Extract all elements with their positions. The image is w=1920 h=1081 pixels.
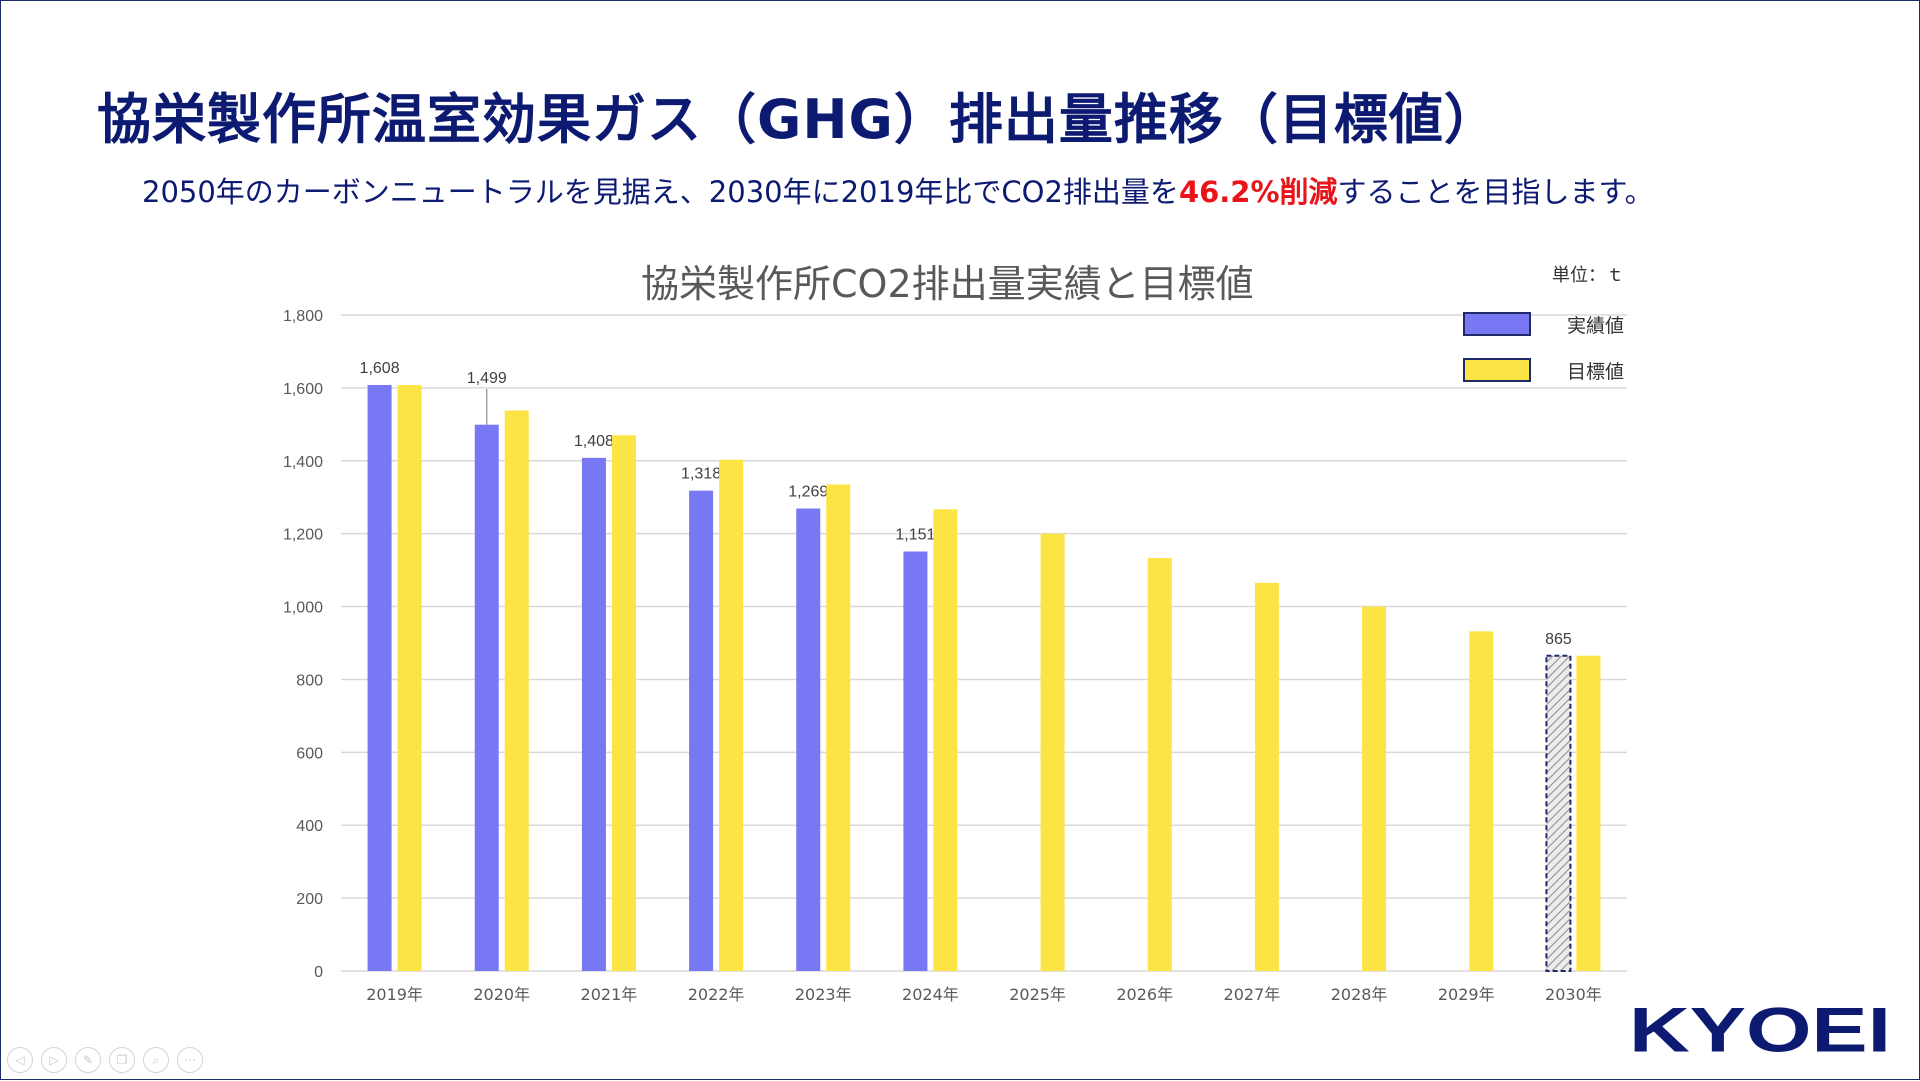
bar-target xyxy=(1040,533,1065,971)
legend-item-actual: 実績値 xyxy=(1463,311,1624,337)
x-tick-label: 2027年 xyxy=(1224,985,1281,1004)
bar-target xyxy=(397,384,422,971)
page-title: 協栄製作所温室効果ガス（GHG）排出量推移（目標値） xyxy=(97,88,1499,151)
x-tick-label: 2030年 xyxy=(1545,985,1602,1004)
legend-label-target: 目標値 xyxy=(1567,360,1625,383)
data-label: 1,318 xyxy=(681,466,721,483)
x-tick-label: 2021年 xyxy=(581,985,638,1004)
bar-target xyxy=(1254,582,1279,971)
x-tick-label: 2024年 xyxy=(902,985,959,1004)
pen-icon[interactable]: ✎ xyxy=(75,1047,101,1073)
chart-title: 協栄製作所CO2排出量実績と目標値 xyxy=(641,262,1254,306)
x-tick-label: 2022年 xyxy=(688,985,745,1004)
x-tick-label: 2026年 xyxy=(1116,985,1173,1004)
bar-actual xyxy=(581,457,606,972)
bar-target xyxy=(1469,631,1494,971)
data-label: 865 xyxy=(1545,631,1572,648)
legend-swatch-target xyxy=(1463,358,1531,382)
y-tick-label: 1,000 xyxy=(283,600,323,617)
legend-label-actual: 実績値 xyxy=(1567,314,1625,337)
presentation-controls: ◁ ▷ ✎ ❐ ⌕ ⋯ xyxy=(7,1047,203,1073)
bar-actual xyxy=(367,384,392,971)
bar-target xyxy=(504,410,529,971)
x-tick-label: 2029年 xyxy=(1438,985,1495,1004)
bar-actual xyxy=(796,508,821,971)
bar-actual xyxy=(474,424,499,972)
bar-target xyxy=(826,484,851,971)
legend-swatch-actual xyxy=(1463,312,1531,336)
data-label: 1,499 xyxy=(467,370,507,387)
more-icon[interactable]: ⋯ xyxy=(177,1047,203,1073)
bar-actual xyxy=(903,551,928,971)
slides-icon[interactable]: ❐ xyxy=(109,1047,135,1073)
reduction-highlight: 46.2%削減 xyxy=(1178,175,1338,209)
bar-target xyxy=(719,459,744,971)
bar-actual xyxy=(689,490,714,971)
next-icon[interactable]: ▷ xyxy=(41,1047,67,1073)
legend-item-target: 目標値 xyxy=(1463,357,1624,383)
y-tick-label: 200 xyxy=(296,891,323,908)
y-tick-label: 1,800 xyxy=(283,308,323,325)
y-tick-label: 1,400 xyxy=(283,454,323,471)
x-tick-label: 2020年 xyxy=(473,985,530,1004)
bar-target xyxy=(933,509,958,971)
x-tick-label: 2028年 xyxy=(1331,985,1388,1004)
zoom-icon[interactable]: ⌕ xyxy=(143,1047,169,1073)
data-label: 1,408 xyxy=(574,433,614,450)
y-tick-label: 0 xyxy=(314,964,323,981)
page-subtitle: 2050年のカーボンニュートラルを見据え、2030年に2019年比でCO2排出量… xyxy=(142,169,1654,211)
bar-target xyxy=(1362,606,1387,971)
y-tick-label: 1,600 xyxy=(283,381,323,398)
y-tick-label: 600 xyxy=(296,745,323,762)
logo-text: KYOEI xyxy=(1629,1001,1891,1063)
kyoei-logo: KYOEI xyxy=(1629,1001,1891,1063)
bar-target xyxy=(611,435,636,971)
subtitle-text-end: することを目指します。 xyxy=(1337,175,1654,209)
x-tick-label: 2025年 xyxy=(1009,985,1066,1004)
bar-actual xyxy=(1545,654,1572,972)
bar-target xyxy=(1147,558,1172,971)
x-tick-label: 2019年 xyxy=(366,985,423,1004)
data-label: 1,151 xyxy=(895,527,935,544)
y-tick-label: 800 xyxy=(296,672,323,689)
x-tick-label: 2023年 xyxy=(795,985,852,1004)
unit-label: 単位：ｔ xyxy=(1552,265,1624,286)
data-label: 1,269 xyxy=(788,484,828,501)
data-label: 1,608 xyxy=(360,360,400,377)
prev-icon[interactable]: ◁ xyxy=(7,1047,33,1073)
y-tick-label: 400 xyxy=(296,818,323,835)
bar-target xyxy=(1576,655,1601,971)
subtitle-text-start: 2050年のカーボンニュートラルを見据え、2030年に2019年比でCO2排出量… xyxy=(142,175,1179,209)
y-tick-label: 1,200 xyxy=(283,527,323,544)
